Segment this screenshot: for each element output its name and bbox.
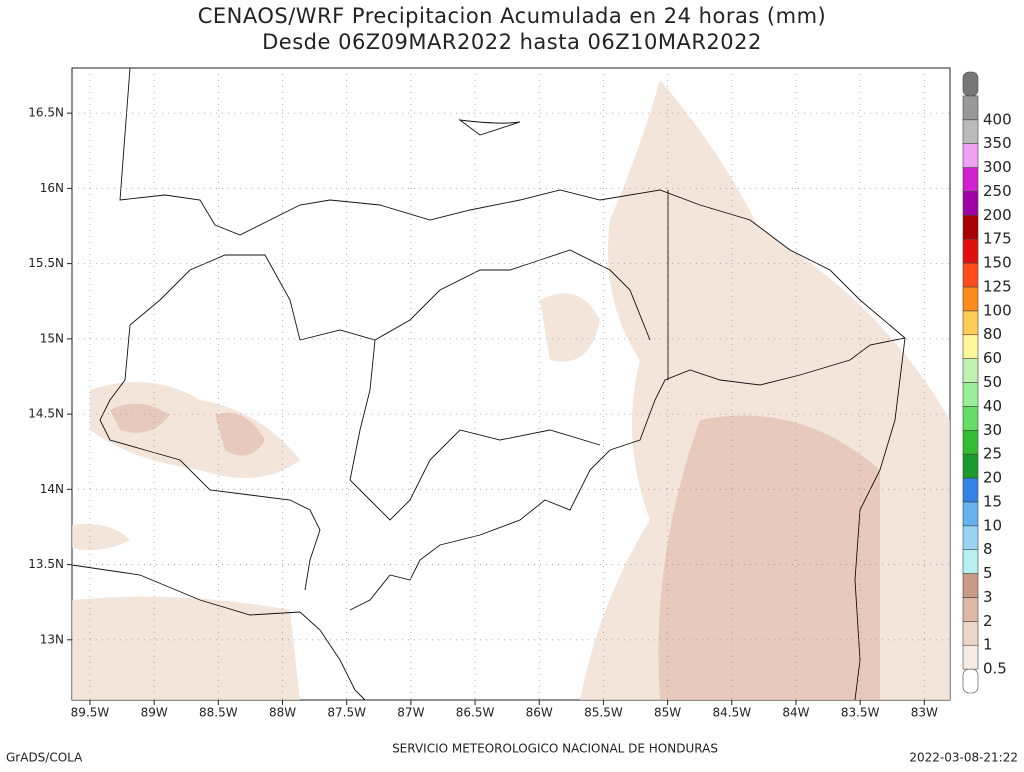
x-tick-label: 84.5W [712, 706, 751, 720]
colorbar-label: 30 [983, 421, 1002, 439]
y-tick-label: 14N [40, 482, 64, 496]
colorbar-swatch [962, 238, 979, 264]
y-tick-label: 16.5N [28, 106, 64, 120]
colorbar-swatch [962, 429, 979, 455]
y-tick-label: 15.5N [28, 256, 64, 270]
colorbar-label: 150 [983, 254, 1012, 272]
colorbar-swatch [962, 358, 979, 383]
colorbar-label: 80 [983, 325, 1002, 343]
footer-center: SERVICIO METEOROLOGICO NACIONAL DE HONDU… [392, 742, 718, 756]
colorbar-swatch [962, 573, 979, 598]
colorbar-label: 20 [983, 469, 1002, 487]
colorbar-swatch [962, 382, 979, 407]
y-tick-label: 13N [40, 632, 64, 646]
x-tick-label: 87W [397, 706, 424, 720]
colorbar-label: 5 [983, 564, 993, 582]
colorbar-swatch [962, 310, 979, 336]
title: CENAOS/WRF Precipitacion Acumulada en 24… [198, 4, 827, 28]
colorbar-label: 300 [983, 158, 1012, 176]
y-tick-label: 15N [40, 331, 64, 345]
colorbar-label: 50 [983, 373, 1002, 391]
colorbar-swatch [962, 167, 979, 192]
x-tick-label: 88W [269, 706, 296, 720]
colorbar-label: 0.5 [983, 660, 1007, 678]
map-area [71, 67, 951, 701]
colorbar-swatch [962, 143, 979, 168]
colorbar-swatch [962, 286, 979, 312]
colorbar-label: 125 [983, 277, 1012, 295]
colorbar-swatch [962, 334, 979, 359]
colorbar-label: 40 [983, 397, 1002, 415]
y-tick-label: 16N [40, 181, 64, 195]
colorbar-label: 175 [983, 230, 1012, 248]
x-tick-label: 85.5W [584, 706, 623, 720]
subtitle: Desde 06Z09MAR2022 hasta 06Z10MAR2022 [262, 30, 762, 54]
colorbar-swatch [962, 644, 979, 670]
coastlines-borders [71, 67, 906, 701]
colorbar-swatch [962, 668, 979, 694]
colorbar-label: 400 [983, 110, 1012, 128]
colorbar-swatch [962, 621, 979, 646]
footer-right: 2022-03-08-21:22 [909, 751, 1018, 765]
colorbar-swatch [962, 477, 979, 503]
colorbar-label: 3 [983, 588, 993, 606]
x-tick-label: 86.5W [456, 706, 495, 720]
colorbar-label: 8 [983, 540, 993, 558]
colorbar-swatch [962, 119, 979, 144]
colorbar-label: 350 [983, 134, 1012, 152]
x-tick-label: 87.5W [327, 706, 366, 720]
colorbar-label: 200 [983, 206, 1012, 224]
colorbar: 0.5 1 2 3 5 8 10 15 20 25 30 40 50 60 80 100 125 150 175 20… [962, 71, 1012, 694]
x-tick-label: 88.5W [199, 706, 238, 720]
colorbar-swatch [962, 191, 979, 216]
colorbar-label: 2 [983, 612, 993, 630]
colorbar-swatch [962, 501, 979, 527]
colorbar-swatch [962, 95, 979, 121]
precip-shading [72, 80, 950, 700]
y-tick-label: 13.5N [28, 557, 64, 571]
footer-left: GrADS/COLA [6, 751, 83, 765]
colorbar-swatch [962, 549, 979, 574]
colorbar-swatch [962, 453, 979, 479]
x-tick-label: 84W [782, 706, 809, 720]
y-tick-label: 14.5N [28, 407, 64, 421]
colorbar-swatch [962, 262, 979, 288]
x-tick-label: 83W [911, 706, 938, 720]
x-tick-label: 89.5W [71, 706, 110, 720]
colorbar-label: 15 [983, 492, 1002, 510]
colorbar-swatch [962, 406, 979, 431]
colorbar-label: 10 [983, 516, 1002, 534]
colorbar-swatch [962, 71, 979, 97]
colorbar-swatch [962, 525, 979, 550]
x-tick-label: 89W [141, 706, 168, 720]
x-tick-label: 86W [526, 706, 553, 720]
x-tick-label: 85W [654, 706, 681, 720]
colorbar-label: 100 [983, 301, 1012, 319]
colorbar-swatch [962, 597, 979, 622]
colorbar-label: 60 [983, 349, 1002, 367]
colorbar-swatch [962, 215, 979, 240]
x-tick-label: 83.5W [841, 706, 880, 720]
colorbar-label: 25 [983, 445, 1002, 463]
colorbar-label: 250 [983, 182, 1012, 200]
colorbar-label: 1 [983, 636, 993, 654]
